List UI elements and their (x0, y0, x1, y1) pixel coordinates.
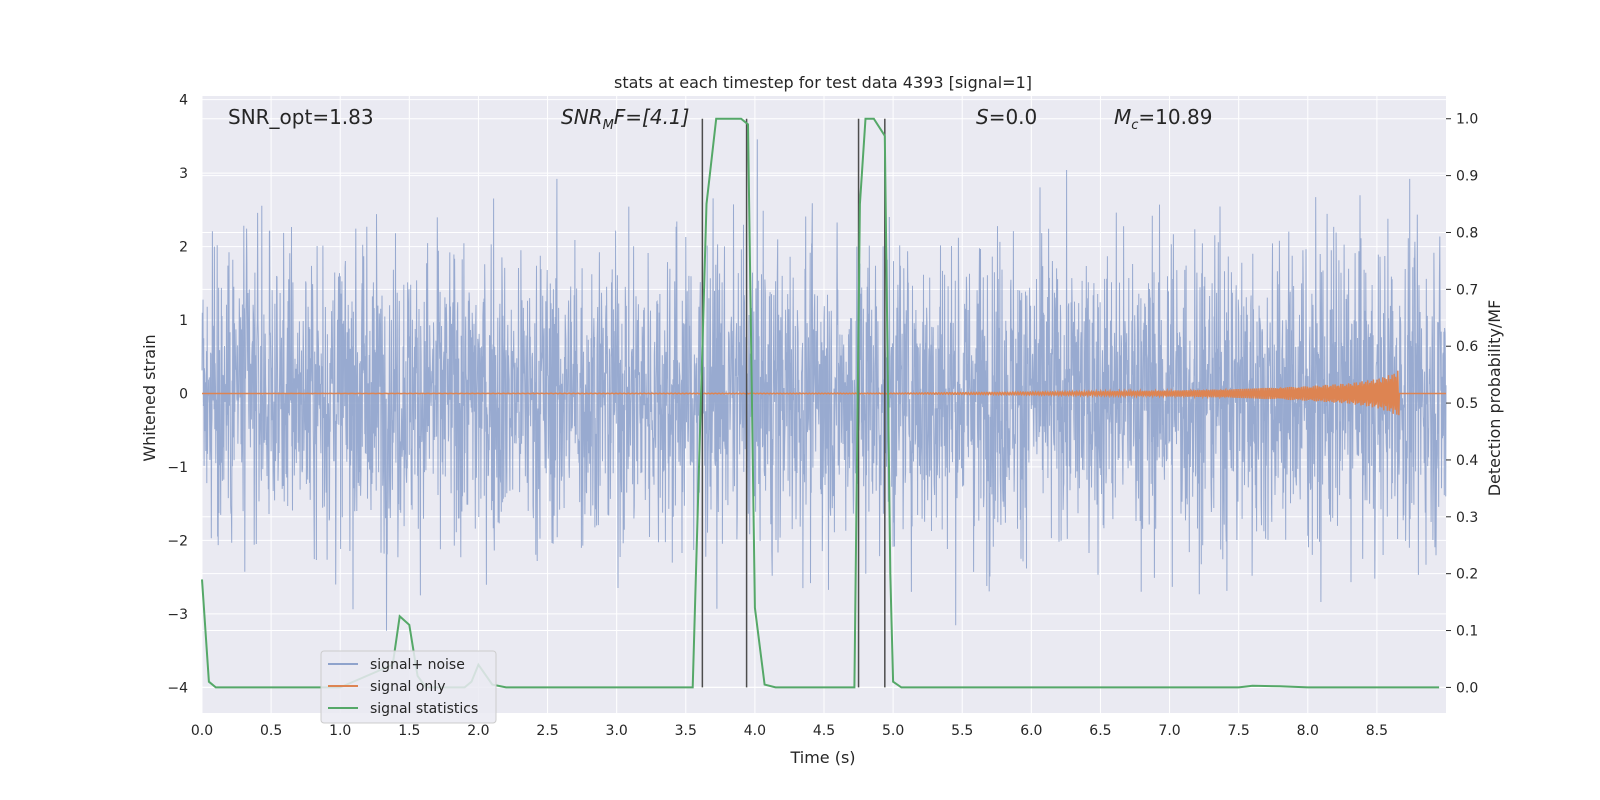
chart-title: stats at each timestep for test data 439… (614, 73, 1032, 92)
y-right-tick-label: 0.5 (1456, 396, 1478, 412)
annotation-mc-var: M (1114, 105, 1131, 129)
y-left-tick-label: 2 (179, 240, 188, 256)
noise-line (201, 139, 1447, 631)
signal-series (202, 370, 1446, 416)
legend: signal+ noise signal only signal statist… (320, 650, 497, 724)
annotation-mc: Mc=10.89 (1114, 105, 1212, 133)
legend-box (320, 650, 497, 724)
annotation-snr-mf: SNRMF=[4.1] (561, 105, 689, 133)
x-tick-label: 1.0 (329, 723, 351, 739)
x-tick-label: 8.0 (1297, 723, 1319, 739)
y-right-axis-label: Detection probability/MF (1485, 300, 1504, 497)
y-right-tick-label: 0.2 (1456, 567, 1478, 583)
x-tick-label: 6.5 (1089, 723, 1111, 739)
y-right-axis-ticks: 1.0 0.9 0.8 0.7 0.6 0.5 0.4 0.3 0.2 0.1 0.0 (1446, 112, 1478, 696)
annotation-snr-opt: SNR_opt=1.83 (228, 105, 374, 129)
y-right-tick-label: 0.6 (1456, 339, 1478, 355)
y-right-tick-label: 0.0 (1456, 680, 1478, 696)
y-left-tick-label: −1 (167, 460, 188, 476)
legend-entry-stats: signal statistics (370, 701, 478, 717)
x-axis-ticks: 0.0 0.5 1.0 1.5 2.0 2.5 3.0 3.5 4.0 4.5 5.0 5.5 6.0 6… (191, 723, 1388, 739)
x-tick-label: 5.0 (882, 723, 904, 739)
y-left-tick-label: 3 (179, 166, 188, 182)
y-left-tick-label: −2 (167, 533, 188, 549)
annotation-snr-mf-sub: M (603, 118, 614, 133)
x-tick-label: 7.0 (1158, 723, 1180, 739)
y-right-tick-label: 0.8 (1456, 225, 1478, 241)
annotation-s-stat: S=0.0 (976, 105, 1037, 129)
annotation-s-stat-val: =0.0 (989, 105, 1038, 129)
x-tick-label: 0.5 (260, 723, 282, 739)
y-right-tick-label: 0.3 (1456, 510, 1478, 526)
signal-line (202, 370, 1446, 416)
legend-entry-signal: signal only (370, 679, 445, 695)
y-left-tick-label: −3 (167, 607, 188, 623)
y-left-tick-label: 1 (179, 313, 188, 329)
x-tick-label: 1.5 (398, 723, 420, 739)
y-left-axis-label: Whitened strain (140, 334, 159, 461)
x-tick-label: 3.5 (675, 723, 697, 739)
y-left-tick-label: 0 (179, 386, 188, 402)
y-right-tick-label: 0.4 (1456, 453, 1478, 469)
x-tick-label: 6.0 (1020, 723, 1042, 739)
annotation-mc-val: =10.89 (1138, 105, 1212, 129)
x-tick-label: 3.0 (606, 723, 628, 739)
legend-entry-noise: signal+ noise (370, 657, 465, 673)
y-right-tick-label: 0.1 (1456, 624, 1478, 640)
y-left-tick-label: 4 (179, 93, 188, 109)
x-tick-label: 7.5 (1228, 723, 1250, 739)
annotation-snr-mf-main: SNR (561, 105, 603, 129)
y-right-tick-label: 0.9 (1456, 169, 1478, 185)
x-tick-label: 4.5 (813, 723, 835, 739)
x-tick-label: 8.5 (1366, 723, 1388, 739)
annotation-snr-mf-tail: F=[4.1] (614, 105, 690, 129)
y-left-axis-ticks: 4 3 2 1 0 −1 −2 −3 −4 (167, 93, 188, 697)
annotation-s-stat-var: S (976, 105, 989, 129)
x-tick-label: 2.5 (536, 723, 558, 739)
x-axis-label: Time (s) (789, 748, 855, 767)
noise-series (201, 139, 1447, 631)
x-tick-label: 4.0 (744, 723, 766, 739)
x-tick-label: 2.0 (467, 723, 489, 739)
y-right-tick-label: 1.0 (1456, 112, 1478, 128)
y-left-tick-label: −4 (167, 680, 188, 696)
stats-line (201, 117, 1440, 689)
x-tick-label: 5.5 (951, 723, 973, 739)
stats-series (201, 117, 1440, 689)
x-tick-label: 0.0 (191, 723, 213, 739)
annotation-mc-sub: c (1131, 118, 1138, 133)
y-right-tick-label: 0.7 (1456, 282, 1478, 298)
